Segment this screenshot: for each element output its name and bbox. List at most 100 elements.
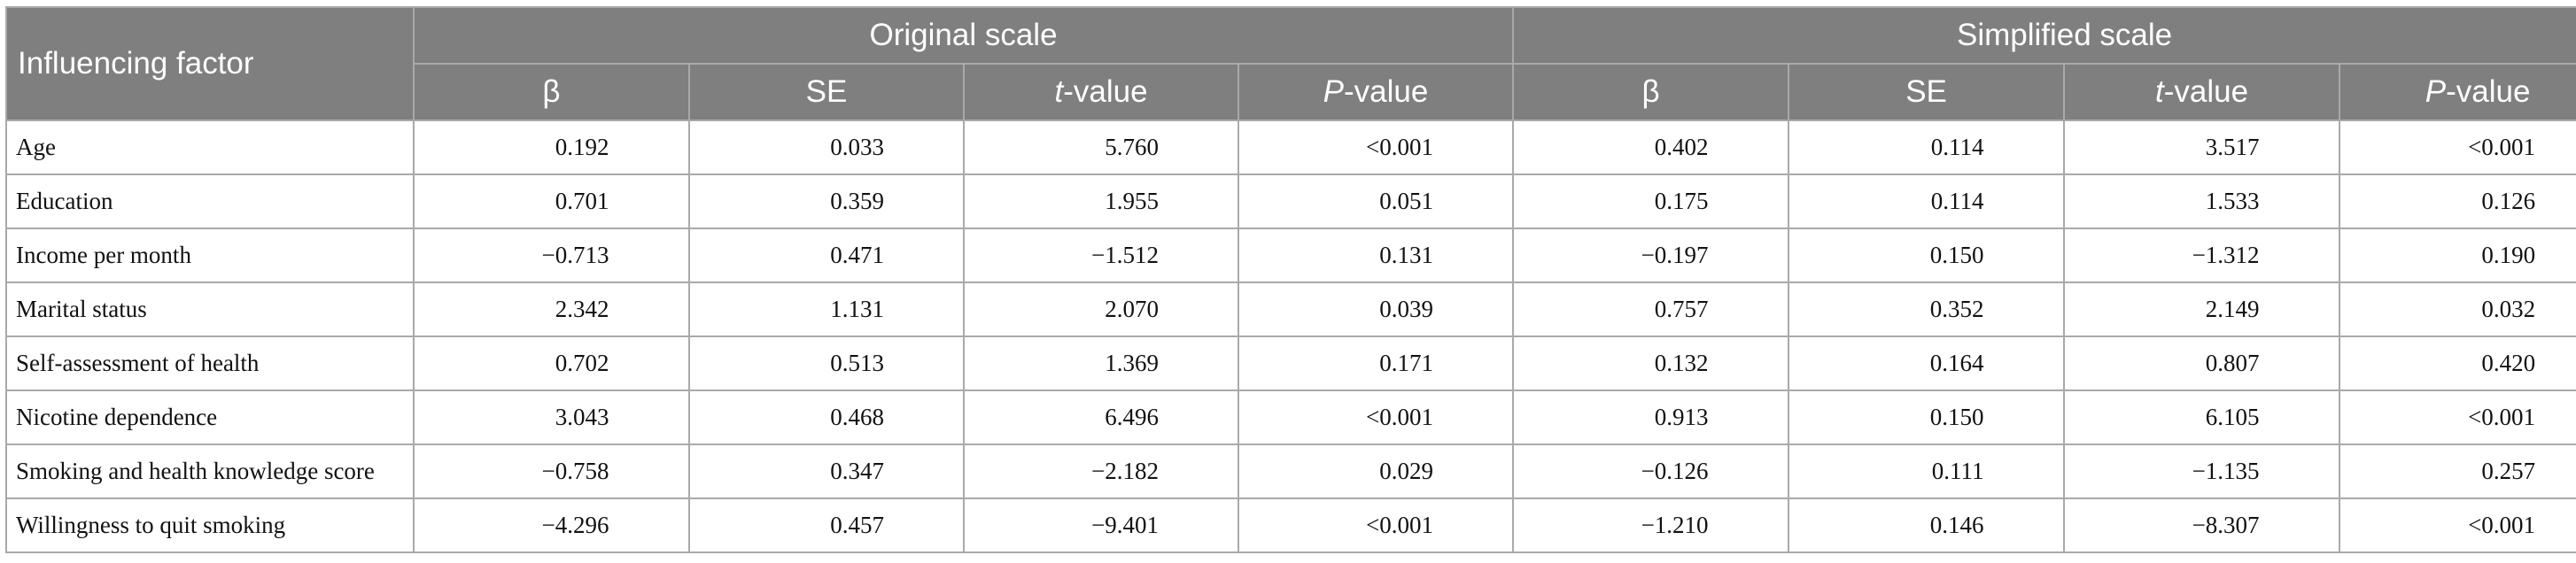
cell-se-original: 0.468 bbox=[688, 389, 965, 445]
cell-value: −8.307 bbox=[2192, 512, 2260, 538]
cell-value: <0.001 bbox=[2468, 512, 2536, 538]
cell-value: −0.126 bbox=[1641, 458, 1709, 484]
header-col-italic: t bbox=[1054, 74, 1064, 109]
header-col-text: -value bbox=[1344, 74, 1429, 109]
header-col-text: SE bbox=[805, 74, 848, 109]
cell-value: 0.032 bbox=[2481, 296, 2536, 322]
cell-value: 5.760 bbox=[1105, 134, 1159, 160]
cell-t-value-simplified: −1.312 bbox=[2063, 228, 2341, 283]
cell-beta-simplified: 0.132 bbox=[1512, 335, 1790, 391]
cell-t-value-simplified: 2.149 bbox=[2063, 282, 2341, 337]
header-col-text: β bbox=[542, 74, 561, 109]
table-body: Age 0.192 0.033 5.760 <0.001 0.402 0.114… bbox=[5, 120, 2576, 553]
cell-beta-original: 0.701 bbox=[413, 174, 690, 229]
cell-value: <0.001 bbox=[1366, 512, 1434, 538]
cell-value: 0.126 bbox=[2481, 188, 2536, 214]
cell-beta-original: −4.296 bbox=[413, 497, 690, 553]
cell-se-simplified: 0.150 bbox=[1788, 228, 2066, 283]
cell-p-value-simplified: <0.001 bbox=[2339, 120, 2576, 175]
cell-p-value-simplified: 0.032 bbox=[2339, 282, 2576, 337]
cell-value: 0.033 bbox=[830, 134, 884, 160]
table-row: Age 0.192 0.033 5.760 <0.001 0.402 0.114… bbox=[5, 120, 2576, 175]
cell-se-simplified: 0.114 bbox=[1788, 120, 2066, 175]
cell-p-value-simplified: <0.001 bbox=[2339, 389, 2576, 445]
cell-beta-simplified: 0.913 bbox=[1512, 389, 1790, 445]
cell-value: −2.182 bbox=[1091, 458, 1159, 484]
cell-value: 0.029 bbox=[1379, 458, 1434, 484]
cell-p-value-simplified: 0.420 bbox=[2339, 335, 2576, 391]
cell-value: 0.701 bbox=[555, 188, 609, 214]
header-col-text: SE bbox=[1905, 74, 1947, 109]
header-col-p-value-simplified: P-value bbox=[2339, 63, 2576, 121]
cell-t-value-original: −1.512 bbox=[963, 228, 1239, 283]
cell-se-simplified: 0.111 bbox=[1788, 443, 2066, 499]
row-factor-label: Willingness to quit smoking bbox=[5, 497, 415, 553]
cell-value: −1.312 bbox=[2192, 242, 2260, 268]
header-col-italic: P bbox=[1323, 74, 1345, 109]
cell-value: 0.913 bbox=[1654, 404, 1709, 430]
cell-value: 0.175 bbox=[1654, 188, 1709, 214]
table-row: Income per month −0.713 0.471 −1.512 0.1… bbox=[5, 228, 2576, 283]
cell-se-original: 0.347 bbox=[688, 443, 965, 499]
cell-value: −0.713 bbox=[541, 242, 609, 268]
header-col-text: -value bbox=[2446, 74, 2531, 109]
header-col-p-value-original: P-value bbox=[1237, 63, 1515, 121]
cell-se-original: 0.513 bbox=[688, 335, 965, 391]
cell-t-value-simplified: 0.807 bbox=[2063, 335, 2341, 391]
header-influencing-factor: Influencing factor bbox=[5, 6, 415, 121]
row-factor-label: Age bbox=[5, 120, 415, 175]
table-row: Education 0.701 0.359 1.955 0.051 0.175 … bbox=[5, 174, 2576, 229]
table-row: Nicotine dependence 3.043 0.468 6.496 <0… bbox=[5, 389, 2576, 445]
cell-value: 0.468 bbox=[830, 404, 884, 430]
table-row: Willingness to quit smoking −4.296 0.457… bbox=[5, 497, 2576, 553]
cell-value: 0.352 bbox=[1929, 296, 1984, 322]
cell-value: 0.402 bbox=[1654, 134, 1709, 160]
cell-se-simplified: 0.164 bbox=[1788, 335, 2066, 391]
cell-p-value-original: <0.001 bbox=[1237, 497, 1515, 553]
cell-value: 0.420 bbox=[2481, 350, 2536, 376]
cell-value: −4.296 bbox=[541, 512, 609, 538]
cell-p-value-simplified: 0.257 bbox=[2339, 443, 2576, 499]
header-row-groups: Influencing factor Original scale Simpli… bbox=[5, 6, 2576, 121]
cell-value: 0.150 bbox=[1929, 242, 1984, 268]
cell-beta-simplified: −0.126 bbox=[1512, 443, 1790, 499]
cell-se-simplified: 0.150 bbox=[1788, 389, 2066, 445]
cell-value: 0.513 bbox=[830, 350, 884, 376]
cell-t-value-simplified: 3.517 bbox=[2063, 120, 2341, 175]
cell-value: −9.401 bbox=[1091, 512, 1159, 538]
cell-value: −0.758 bbox=[541, 458, 609, 484]
row-factor-label: Nicotine dependence bbox=[5, 389, 415, 445]
cell-beta-simplified: −1.210 bbox=[1512, 497, 1790, 553]
cell-value: 6.496 bbox=[1105, 404, 1159, 430]
row-factor-label: Income per month bbox=[5, 228, 415, 283]
cell-p-value-simplified: 0.126 bbox=[2339, 174, 2576, 229]
header-col-se-original: SE bbox=[688, 63, 965, 121]
cell-value: 2.342 bbox=[555, 296, 609, 322]
cell-value: 2.149 bbox=[2205, 296, 2260, 322]
cell-t-value-original: −9.401 bbox=[963, 497, 1239, 553]
cell-value: −0.197 bbox=[1641, 242, 1709, 268]
header-row-columns: β SE t-value P-value β SE t-value P-valu… bbox=[6, 63, 2576, 121]
cell-p-value-original: 0.039 bbox=[1237, 282, 1515, 337]
cell-value: −1.135 bbox=[2192, 458, 2260, 484]
cell-p-value-original: <0.001 bbox=[1237, 120, 1515, 175]
header-col-beta-original: β bbox=[413, 63, 690, 121]
cell-se-original: 0.033 bbox=[688, 120, 965, 175]
row-factor-label: Smoking and health knowledge score bbox=[5, 443, 415, 499]
cell-t-value-original: 5.760 bbox=[963, 120, 1239, 175]
cell-value: 0.171 bbox=[1379, 350, 1434, 376]
cell-value: 0.702 bbox=[555, 350, 609, 376]
cell-beta-original: −0.758 bbox=[413, 443, 690, 499]
cell-p-value-original: <0.001 bbox=[1237, 389, 1515, 445]
cell-value: <0.001 bbox=[1366, 134, 1434, 160]
row-factor-label: Education bbox=[5, 174, 415, 229]
header-col-t-value-simplified: t-value bbox=[2063, 63, 2341, 121]
cell-t-value-simplified: −8.307 bbox=[2063, 497, 2341, 553]
cell-value: 0.757 bbox=[1654, 296, 1709, 322]
cell-se-simplified: 0.146 bbox=[1788, 497, 2066, 553]
table-row: Marital status 2.342 1.131 2.070 0.039 0… bbox=[5, 282, 2576, 337]
cell-value: 0.807 bbox=[2205, 350, 2260, 376]
row-factor-label: Marital status bbox=[5, 282, 415, 337]
cell-se-simplified: 0.352 bbox=[1788, 282, 2066, 337]
cell-t-value-original: 1.955 bbox=[963, 174, 1239, 229]
